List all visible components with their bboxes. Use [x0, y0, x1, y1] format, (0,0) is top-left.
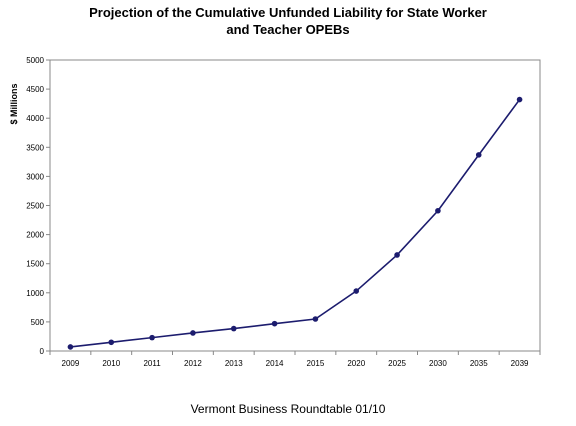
y-tick-label: 5000 [26, 56, 44, 65]
y-tick-label: 1000 [26, 289, 44, 298]
plot-area [49, 59, 541, 352]
y-tick-label: 3500 [26, 143, 44, 152]
y-tick-label: 4500 [26, 85, 44, 94]
y-axis-ticks: 0 500 1000 1500 2000 2500 3000 3500 4000 4500 5000 [26, 56, 50, 356]
x-tick-label: 2009 [62, 359, 80, 368]
y-axis-label: $ Millions [9, 83, 19, 124]
data-point [353, 288, 360, 294]
y-tick-label: 1500 [26, 260, 44, 269]
x-tick-label: 2014 [266, 359, 284, 368]
chart-title-line-2: and Teacher OPEBs [226, 22, 350, 37]
x-tick-label: 2020 [347, 359, 365, 368]
data-point [67, 344, 74, 350]
series-line [70, 99, 521, 348]
data-point [475, 152, 482, 158]
chart-title-line-1: Projection of the Cumulative Unfunded Li… [89, 5, 487, 20]
x-tick-label: 2010 [102, 359, 120, 368]
y-tick-label: 0 [40, 347, 45, 356]
source-caption: Vermont Business Roundtable 01/10 [190, 402, 386, 416]
x-axis-ticks: 2009 2010 2011 2012 2013 2014 2015 2020 2025 2030… [49, 351, 541, 368]
y-tick-label: 500 [31, 318, 45, 327]
x-tick-label: 2025 [388, 359, 406, 368]
data-point [312, 316, 319, 322]
y-tick-label: 2500 [26, 202, 44, 211]
x-tick-label: 2011 [143, 359, 161, 368]
y-tick-label: 4000 [26, 114, 44, 123]
x-tick-label: 2013 [225, 359, 243, 368]
x-tick-label: 2039 [511, 359, 529, 368]
data-point [149, 334, 155, 341]
y-tick-label: 2000 [26, 231, 44, 240]
x-tick-label: 2012 [184, 359, 202, 368]
data-point [516, 96, 523, 103]
series-group [67, 96, 523, 350]
chart-title: Projection of the Cumulative Unfunded Li… [0, 4, 576, 38]
data-point [394, 252, 400, 258]
data-point [108, 339, 115, 346]
x-tick-label: 2030 [429, 359, 447, 368]
data-point [190, 330, 196, 336]
data-point [271, 320, 278, 327]
y-tick-label: 3000 [26, 172, 44, 181]
x-tick-label: 2015 [307, 359, 325, 368]
data-point [435, 207, 441, 214]
x-tick-label: 2035 [470, 359, 488, 368]
data-point [230, 325, 237, 332]
